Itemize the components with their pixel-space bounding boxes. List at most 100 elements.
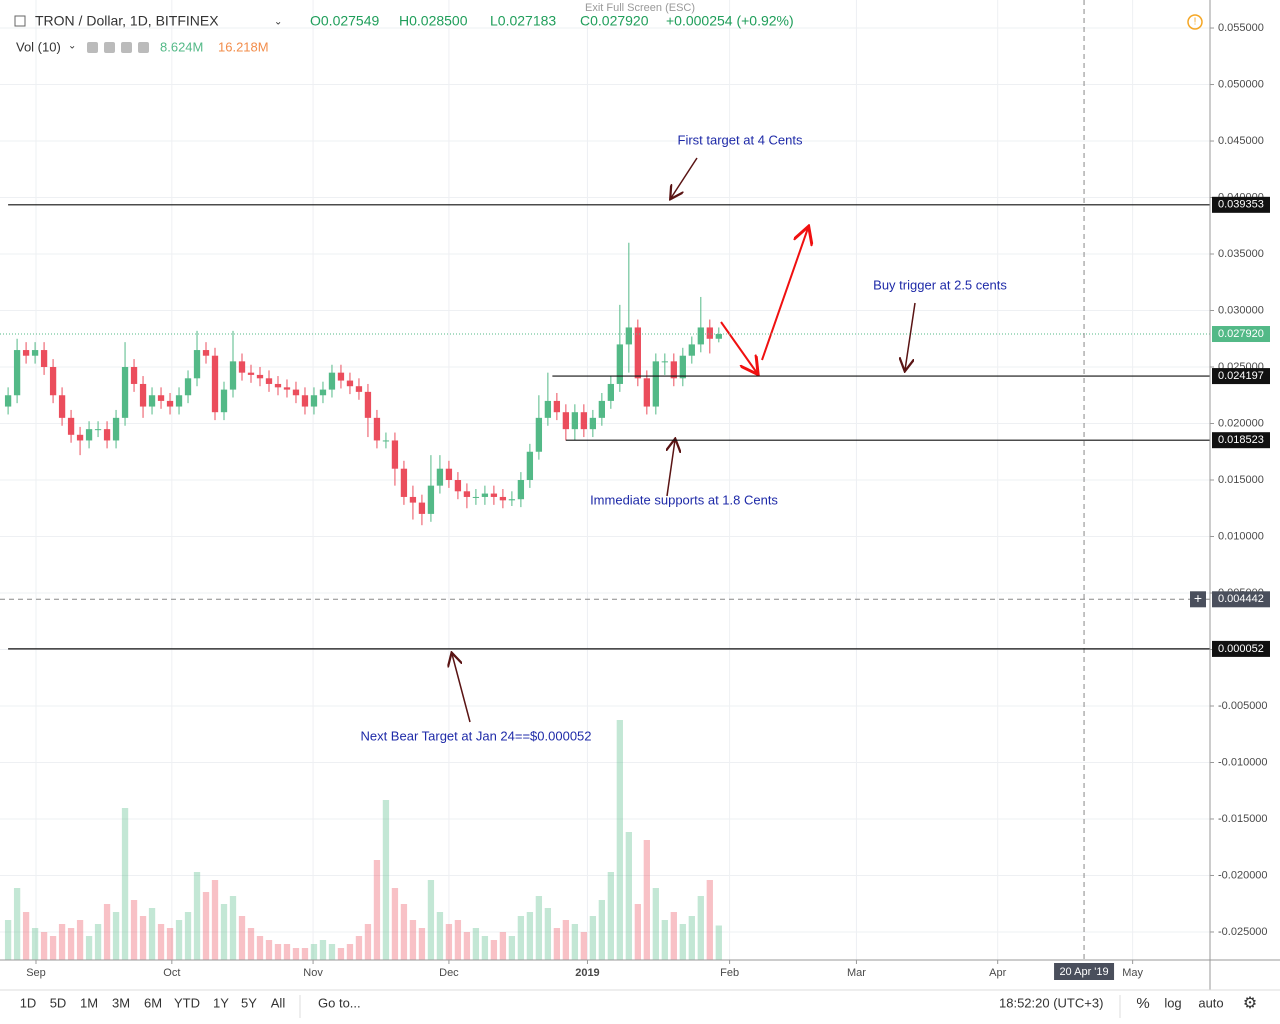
candle-body: [607, 383, 614, 401]
scale-option[interactable]: log: [1164, 995, 1181, 1010]
dropdown[interactable]: ⌄: [274, 17, 282, 28]
dropdown[interactable]: ⌄: [68, 41, 76, 52]
x-tick-label: May: [1122, 967, 1143, 979]
volume-bar: [85, 936, 93, 960]
volume-bar: [436, 912, 444, 960]
volume-bar: [400, 904, 408, 960]
candle-body: [85, 429, 93, 441]
volume-bar: [715, 925, 722, 960]
level-box: [1212, 640, 1270, 657]
range-button[interactable]: 6M: [144, 995, 162, 1010]
alert-icon[interactable]: [1187, 14, 1203, 30]
exit-fullscreen[interactable]: Exit Full Screen (ESC): [585, 2, 695, 14]
candle-body: [616, 344, 623, 384]
scale-option[interactable]: auto: [1198, 995, 1223, 1010]
y-tick-label: 0.020000: [1218, 417, 1264, 429]
candle-body: [211, 355, 219, 413]
range-button[interactable]: 1D: [20, 995, 37, 1010]
volume-bar: [166, 928, 174, 960]
level-label: 0.000052: [1218, 643, 1264, 655]
volume-bar: [247, 928, 255, 960]
volume-bar: [310, 944, 318, 960]
annotation: Next Bear Target at Jan 24==$0.000052: [360, 728, 591, 743]
arrow: [452, 654, 471, 723]
volume-bar: [463, 932, 471, 960]
volume-bar: [94, 924, 102, 960]
candles: [4, 242, 722, 526]
range-button[interactable]: 3M: [112, 995, 130, 1010]
volume-bar: [607, 872, 614, 960]
volume-bar: [211, 880, 219, 960]
candle-body: [157, 395, 165, 401]
scale-option[interactable]: %: [1136, 995, 1149, 1012]
alert-icon[interactable]: !: [1194, 17, 1197, 28]
volume-bar: [67, 928, 75, 960]
icon[interactable]: [121, 42, 132, 53]
plus-button[interactable]: [1190, 591, 1206, 608]
volume-bar: [472, 928, 480, 960]
volume-bar: [616, 720, 623, 960]
candle-body: [463, 491, 471, 497]
volume-bar: [571, 924, 579, 960]
candle-body: [274, 383, 282, 388]
range-button[interactable]: 1Y: [213, 995, 229, 1010]
candle-body: [283, 387, 291, 390]
candle-body: [112, 417, 120, 441]
candle-body: [175, 395, 183, 407]
candle-body: [427, 485, 435, 514]
candle-body: [418, 502, 426, 514]
candle-body: [148, 395, 156, 407]
range-button[interactable]: 1M: [80, 995, 98, 1010]
range-button[interactable]: All: [271, 995, 286, 1010]
volume-bar: [13, 888, 21, 960]
volume-bar: [274, 944, 282, 960]
volume-bar: [499, 932, 507, 960]
y-tick-label: -0.005000: [1218, 700, 1268, 712]
plus-icon[interactable]: +: [1194, 590, 1202, 606]
icon[interactable]: [104, 42, 115, 53]
candle-body: [643, 378, 650, 407]
ohlc-legend: O0.027549 H0.028500 L0.027183 C0.027920 +0.0…: [310, 13, 794, 29]
icon[interactable]: [138, 42, 149, 53]
volume-bar: [697, 896, 704, 960]
candle-body: [202, 350, 210, 356]
symbol-title[interactable]: TRON / Dollar, 1D, BITFINEX: [35, 13, 219, 29]
goto[interactable]: Go to...: [318, 995, 361, 1010]
candle-body: [400, 468, 408, 497]
candle-body: [220, 389, 228, 413]
volume-bar: [121, 808, 129, 960]
x-tick-label: Feb: [720, 967, 739, 979]
settings-icon[interactable]: ⚙: [1243, 995, 1257, 1012]
y-tick-label: 0.055000: [1218, 22, 1264, 34]
candle-body: [580, 412, 588, 430]
volume-bar: [364, 924, 372, 960]
volume-value: 8.624M: [160, 39, 203, 54]
annotation: First target at 4 Cents: [678, 132, 803, 147]
candle-body: [508, 499, 516, 501]
volume-bar: [328, 944, 336, 960]
volume-pane: [4, 720, 722, 960]
candle-body: [526, 451, 534, 480]
candle-body: [652, 361, 659, 407]
y-tick-label: 0.045000: [1218, 135, 1264, 147]
range-button[interactable]: 5Y: [241, 995, 257, 1010]
range-button[interactable]: 5D: [50, 995, 67, 1010]
volume-bar: [49, 936, 57, 960]
candle-body: [310, 395, 318, 407]
volume-bar: [418, 928, 426, 960]
icon[interactable]: [87, 42, 98, 53]
volume-bar: [481, 936, 489, 960]
candle-body: [688, 344, 695, 356]
overlays: First target at 4 Cents Buy trigger at 2…: [0, 0, 1210, 960]
range-button[interactable]: YTD: [174, 995, 200, 1010]
exit-box[interactable]: [586, 0, 694, 15]
candle-body: [94, 429, 102, 431]
candle-body: [706, 327, 713, 339]
crosshair-y-box: [1212, 591, 1270, 608]
candle-body: [31, 350, 39, 356]
y-tick-label: -0.015000: [1218, 813, 1268, 825]
collapse-icon[interactable]: [14, 15, 26, 27]
toolbar: [0, 990, 1280, 1024]
